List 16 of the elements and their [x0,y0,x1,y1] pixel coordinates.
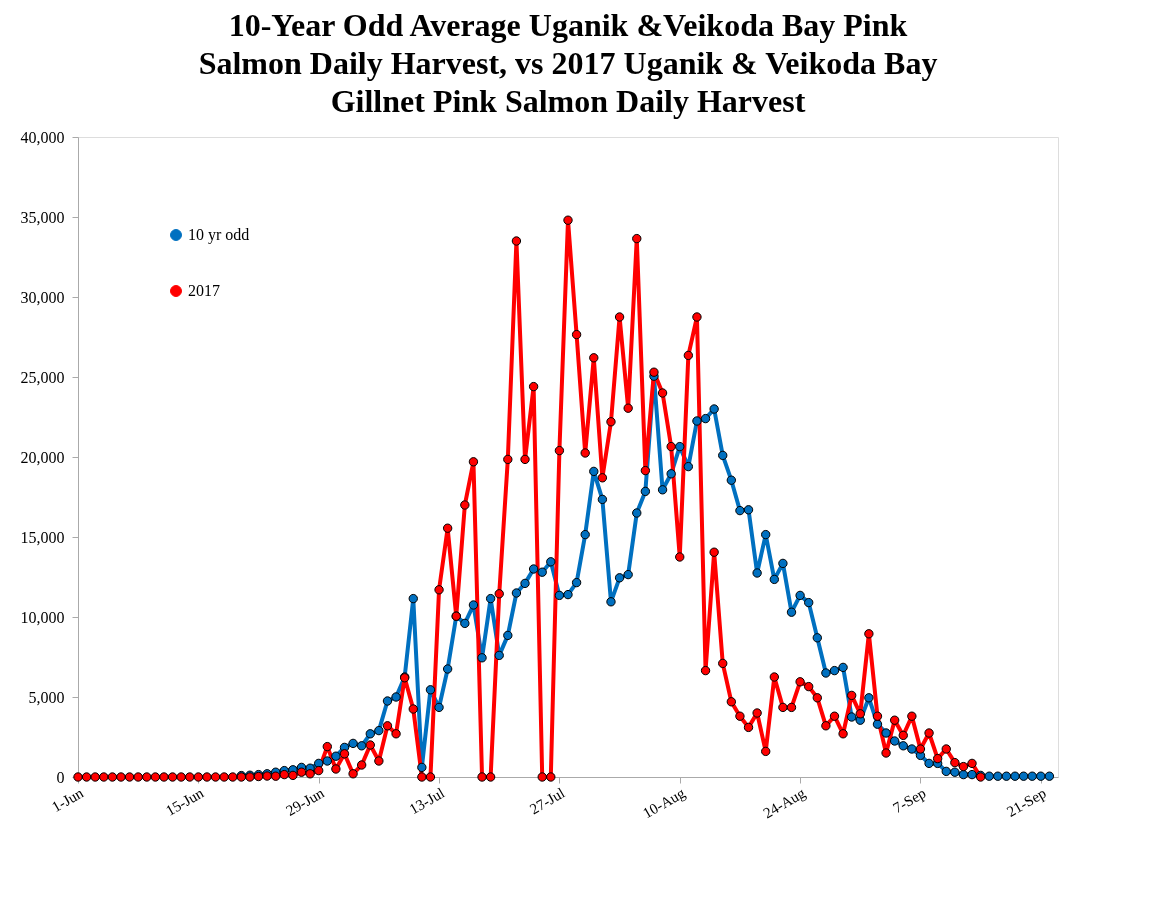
y-tick-label: 25,000 [20,368,65,386]
legend-label: 10 yr odd [188,226,250,244]
y-tick-label: 30,000 [20,288,65,306]
y-tick-label: 0 [56,768,65,786]
x-tick-label: 7-Sep [890,784,929,816]
chart-title: 10-Year Odd Average Uganik &Veikoda Bay Pink Salmon Daily Harvest, vs 2017 Uganik & Veikoda Bay Gillnet Pink Salmon Daily Harvest [198,7,938,119]
y-tick-label: 40,000 [20,128,65,146]
y-tick-label: 15,000 [20,528,65,546]
x-tick-label: 1-Jun [49,784,87,816]
y-tick-label: 35,000 [20,208,65,226]
y-tick-label: 5,000 [28,688,65,706]
x-tick-label: 15-Jun [162,784,207,819]
x-tick-label: 29-Jun [283,784,328,819]
y-tick-label: 20,000 [20,448,65,466]
y-tick-label: 10,000 [20,608,65,626]
legend-label: 2017 [188,282,220,299]
